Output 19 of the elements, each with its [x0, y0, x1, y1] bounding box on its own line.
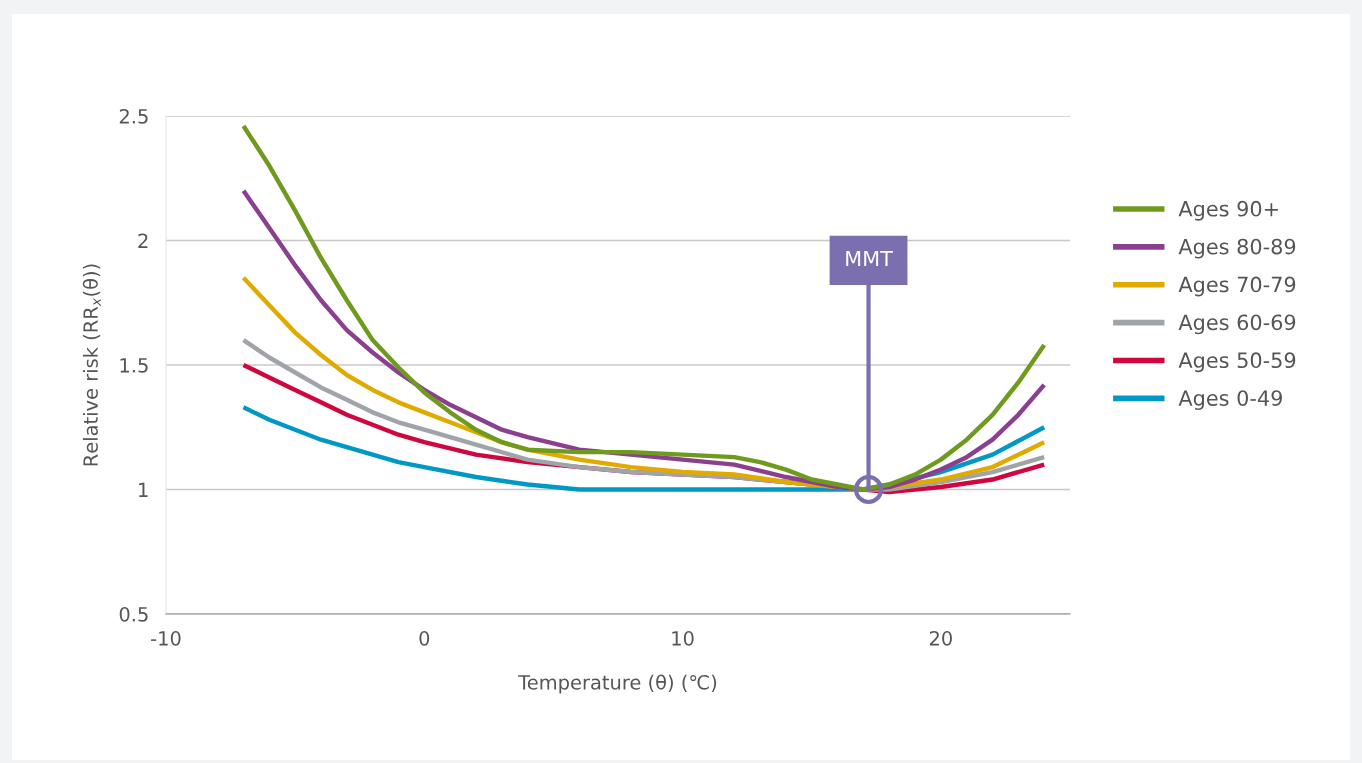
- line-series: [241, 123, 1047, 492]
- legend-label: Ages 60-69: [1178, 314, 1296, 335]
- y-tick-label: 2: [138, 233, 148, 248]
- annotation: MMT: [846, 250, 893, 267]
- y-tick-label: 2.5: [119, 108, 148, 124]
- y-tick-label: 1: [139, 482, 148, 497]
- x-tick-label: 10: [672, 631, 694, 646]
- x-tick-label: 20: [929, 631, 952, 646]
- x-axis-title: Temperature (θ) (℃): [518, 674, 717, 694]
- legend-label: Ages 0-49: [1178, 390, 1282, 410]
- legend-label: Ages 70-79: [1178, 276, 1296, 297]
- y-tick-label: 0.5: [119, 606, 148, 622]
- y-axis-title: Relative risk (RR$_{x}$(θ)): [82, 264, 101, 466]
- y-tick-label: 1.5: [120, 358, 148, 373]
- legend-label: Ages 50-59: [1178, 352, 1296, 373]
- x-tick-label: -10: [151, 631, 181, 646]
- legend-label: Ages 90+: [1178, 200, 1278, 221]
- x-tick-label: 0: [419, 631, 430, 646]
- legend-label: Ages 80-89: [1178, 238, 1296, 259]
